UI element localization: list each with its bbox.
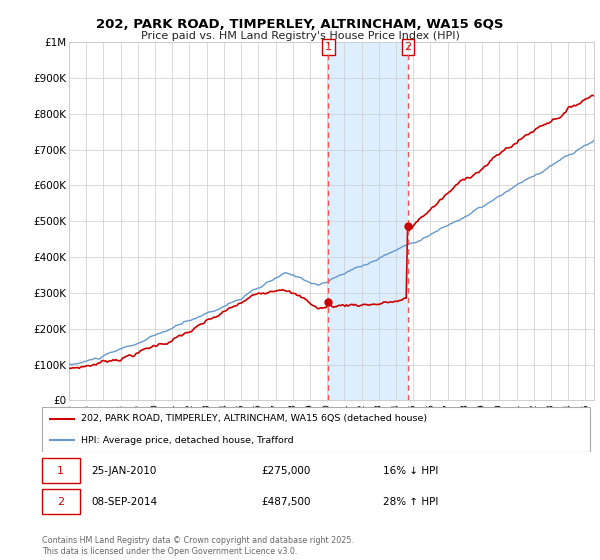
- Text: 25-JAN-2010: 25-JAN-2010: [92, 465, 157, 475]
- Text: HPI: Average price, detached house, Trafford: HPI: Average price, detached house, Traf…: [80, 436, 293, 445]
- Text: 16% ↓ HPI: 16% ↓ HPI: [383, 465, 439, 475]
- Text: £487,500: £487,500: [261, 497, 311, 507]
- Text: Price paid vs. HM Land Registry's House Price Index (HPI): Price paid vs. HM Land Registry's House …: [140, 31, 460, 41]
- Text: 28% ↑ HPI: 28% ↑ HPI: [383, 497, 439, 507]
- Text: 1: 1: [57, 465, 64, 475]
- Text: 1: 1: [325, 42, 332, 52]
- Text: 2: 2: [57, 497, 64, 507]
- Text: 2: 2: [404, 42, 412, 52]
- FancyBboxPatch shape: [42, 458, 80, 483]
- Text: 202, PARK ROAD, TIMPERLEY, ALTRINCHAM, WA15 6QS (detached house): 202, PARK ROAD, TIMPERLEY, ALTRINCHAM, W…: [80, 414, 427, 423]
- Text: 08-SEP-2014: 08-SEP-2014: [92, 497, 158, 507]
- Bar: [328, 42, 408, 400]
- Text: 202, PARK ROAD, TIMPERLEY, ALTRINCHAM, WA15 6QS: 202, PARK ROAD, TIMPERLEY, ALTRINCHAM, W…: [96, 18, 504, 31]
- Text: Contains HM Land Registry data © Crown copyright and database right 2025.
This d: Contains HM Land Registry data © Crown c…: [42, 536, 354, 556]
- FancyBboxPatch shape: [42, 489, 80, 515]
- FancyBboxPatch shape: [42, 408, 590, 451]
- Text: £275,000: £275,000: [261, 465, 310, 475]
